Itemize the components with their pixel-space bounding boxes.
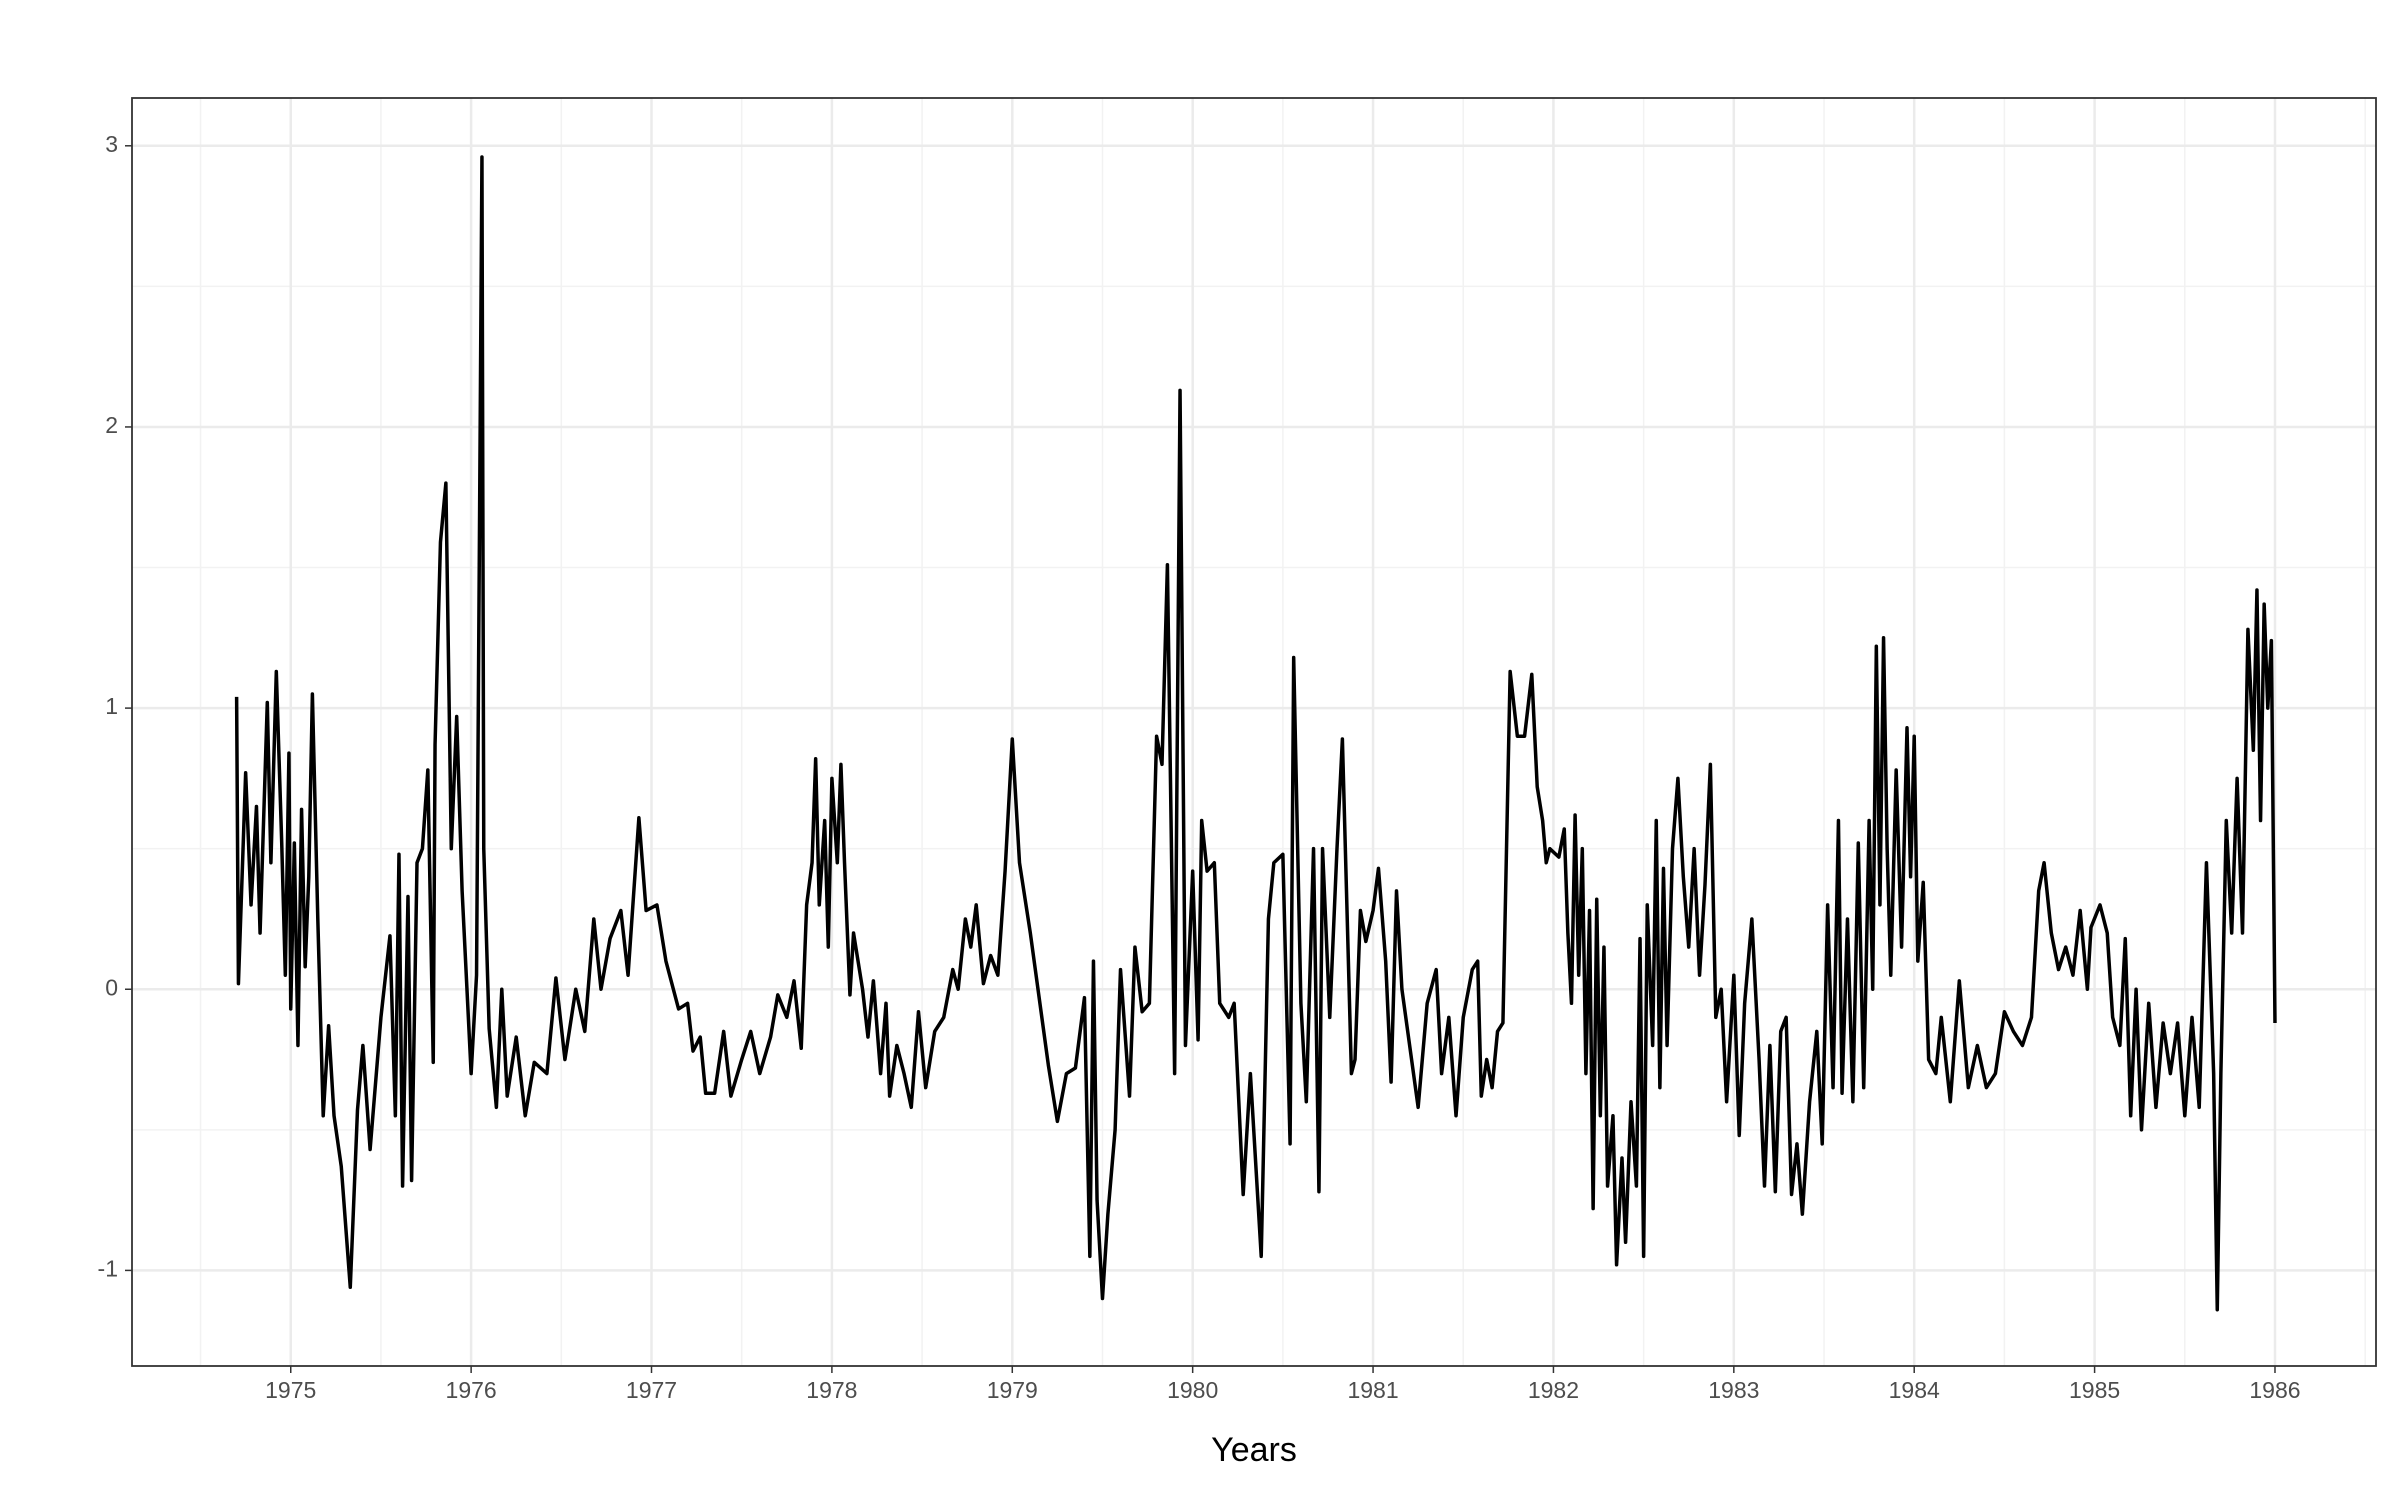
y-tick-label: 0 [105, 974, 118, 1000]
x-tick-label: 1980 [1167, 1377, 1218, 1403]
x-tick-label: 1981 [1347, 1377, 1398, 1403]
x-tick-label: 1975 [265, 1377, 316, 1403]
y-tick-label: 3 [105, 131, 118, 157]
x-tick-label: 1983 [1708, 1377, 1759, 1403]
x-tick-label: 1986 [2249, 1377, 2300, 1403]
x-tick-label: 1977 [626, 1377, 677, 1403]
y-tick-label: -1 [98, 1255, 118, 1281]
y-tick-label: 2 [105, 412, 118, 438]
x-axis-title: Years [1211, 1431, 1297, 1469]
x-tick-label: 1976 [446, 1377, 497, 1403]
x-tick-label: 1982 [1528, 1377, 1579, 1403]
x-tick-label: 1978 [806, 1377, 857, 1403]
x-tick-label: 1984 [1889, 1377, 1940, 1403]
x-tick-label: 1979 [987, 1377, 1038, 1403]
y-tick-label: 1 [105, 693, 118, 719]
x-tick-label: 1985 [2069, 1377, 2120, 1403]
plot-border [131, 97, 2377, 1367]
series-line [234, 155, 2277, 1312]
